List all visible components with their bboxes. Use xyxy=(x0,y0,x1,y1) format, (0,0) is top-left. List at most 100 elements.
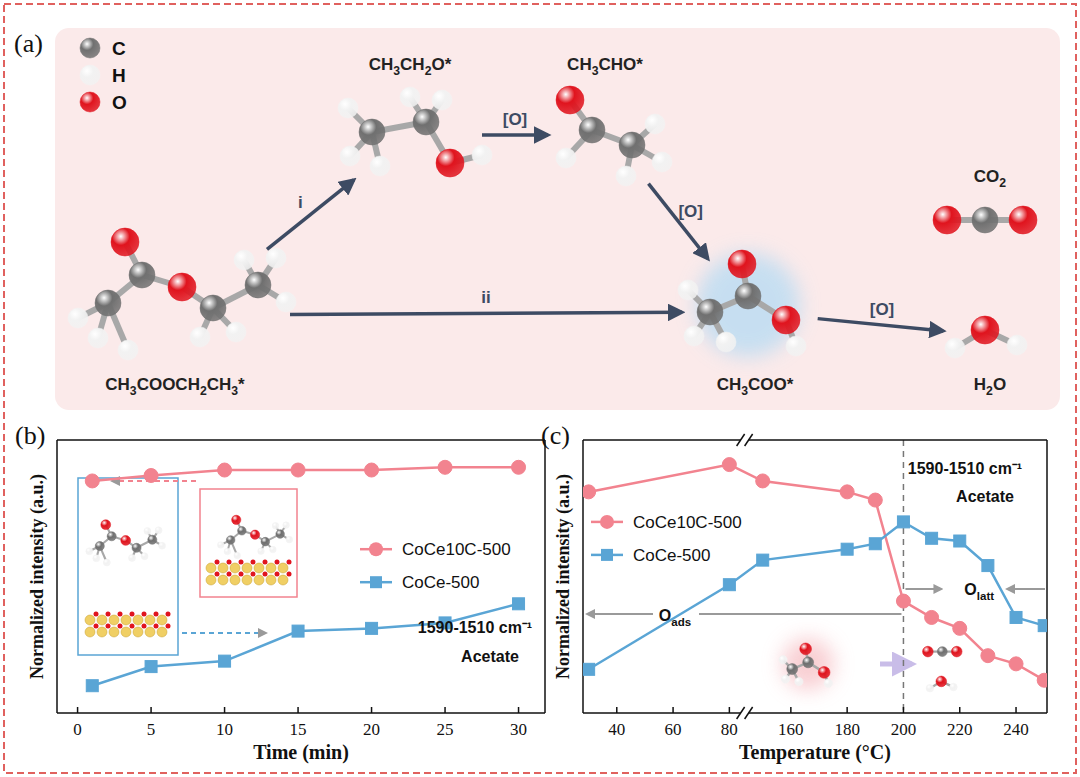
atom xyxy=(129,262,155,288)
surface-atom xyxy=(230,575,240,585)
x-tick xyxy=(444,707,446,713)
legend-label: CoCe10C-500 xyxy=(402,540,511,559)
series-marker xyxy=(86,680,98,692)
annotation: Oads xyxy=(659,607,691,628)
surface-oxygen xyxy=(154,612,159,617)
reaction-arrow xyxy=(267,180,354,249)
surface-atom xyxy=(121,615,131,625)
surface-atom xyxy=(133,627,143,637)
text-run: CH xyxy=(207,375,232,394)
plot-area xyxy=(583,458,1047,688)
surface-atom xyxy=(266,563,276,573)
figure: (a)CHOCH3COOCH2CH3*CH3CH2O*CH3CHO*CH3COO… xyxy=(0,0,1080,777)
surface-oxygen xyxy=(130,624,135,629)
series-marker xyxy=(982,560,994,572)
text-run: * xyxy=(238,375,245,394)
molecule xyxy=(779,643,833,688)
edge-label: i xyxy=(298,193,303,212)
axis-line xyxy=(749,439,1047,441)
surface-atom xyxy=(97,615,107,625)
x-tick xyxy=(846,707,848,713)
text-run: H xyxy=(974,375,986,394)
atom xyxy=(141,553,148,560)
atom xyxy=(340,146,360,166)
series-marker xyxy=(925,610,939,624)
atom xyxy=(787,664,798,675)
surface-oxygen xyxy=(215,572,220,577)
atom xyxy=(159,542,166,549)
surface-atom xyxy=(218,575,228,585)
x-tick xyxy=(150,707,152,713)
surface-atom xyxy=(97,627,107,637)
panel-label: (a) xyxy=(14,29,43,58)
reaction-arrow xyxy=(818,319,944,331)
x-tick-label: 20 xyxy=(363,720,380,739)
axis-break xyxy=(745,434,753,446)
atom xyxy=(697,299,723,325)
atom xyxy=(556,86,584,114)
atom xyxy=(224,548,231,555)
atom xyxy=(200,295,226,321)
axis-line xyxy=(57,439,545,441)
atom xyxy=(95,542,104,551)
molecule xyxy=(86,520,166,566)
x-tick-label: 240 xyxy=(1003,720,1029,739)
atom xyxy=(238,526,247,535)
axis-break xyxy=(737,434,745,446)
legend-atom xyxy=(80,38,100,58)
atom xyxy=(129,554,136,561)
surface-oxygen xyxy=(130,612,135,617)
series-line xyxy=(589,465,1045,681)
legend-marker xyxy=(370,576,382,588)
surface-atom xyxy=(145,615,155,625)
legend-label: CoCe-500 xyxy=(633,546,711,565)
inset xyxy=(779,638,962,692)
series-marker xyxy=(365,463,379,477)
legend: CoCe10C-500 CoCe-500 xyxy=(591,513,742,565)
text-run: CO xyxy=(974,167,1000,186)
atom xyxy=(556,148,576,168)
series-marker xyxy=(1009,657,1023,671)
atom xyxy=(148,535,157,544)
node-label: CH3COOCH2CH3* xyxy=(105,375,245,398)
series-marker xyxy=(291,463,305,477)
axis-line xyxy=(1046,440,1048,713)
series-marker xyxy=(757,554,769,566)
surface-oxygen xyxy=(215,560,220,565)
atom xyxy=(400,87,420,107)
atom xyxy=(190,327,210,347)
molecule xyxy=(338,87,492,177)
text-run: CH xyxy=(105,375,130,394)
atom xyxy=(226,322,246,342)
atom xyxy=(436,149,464,177)
atom xyxy=(716,332,736,352)
series-marker xyxy=(1037,673,1047,687)
atom xyxy=(93,555,100,562)
legend-label: CoCe10C-500 xyxy=(633,513,742,532)
surface-oxygen xyxy=(239,572,244,577)
surface-atom xyxy=(206,563,216,573)
molecule xyxy=(945,316,1027,358)
node-label: CH3CH2O* xyxy=(369,55,452,78)
x-tick xyxy=(616,707,618,713)
surface-oxygen xyxy=(275,572,280,577)
legend-marker xyxy=(369,542,383,556)
panel-label: (b) xyxy=(15,421,45,450)
axis-line xyxy=(749,712,1047,714)
atom xyxy=(250,530,259,539)
x-tick-label: 0 xyxy=(73,720,82,739)
surface-oxygen xyxy=(251,560,256,565)
atom xyxy=(121,536,131,546)
edge-label: [O] xyxy=(870,300,895,319)
inset-frame xyxy=(200,489,297,597)
panel-a-background xyxy=(55,28,1060,410)
atom xyxy=(118,340,138,360)
series-marker xyxy=(869,538,881,550)
node-label: H2O xyxy=(974,375,1006,398)
legend-marker xyxy=(601,549,613,561)
atom xyxy=(728,250,756,278)
series-marker xyxy=(583,663,595,675)
x-tick-label: 5 xyxy=(147,720,156,739)
atom xyxy=(818,667,830,679)
atom xyxy=(786,336,806,356)
